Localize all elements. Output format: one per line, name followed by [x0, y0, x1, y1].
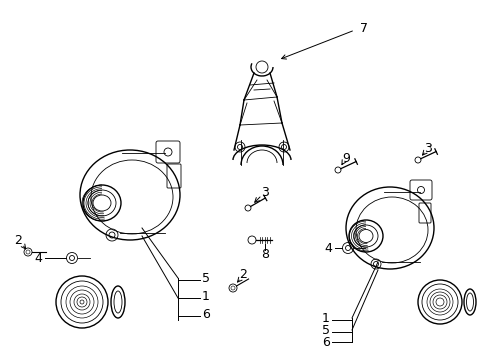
- Text: 5: 5: [322, 324, 330, 337]
- Text: 2: 2: [239, 269, 247, 282]
- Text: 3: 3: [424, 141, 432, 154]
- Text: 1: 1: [322, 311, 330, 324]
- Text: 9: 9: [342, 152, 350, 165]
- Text: 6: 6: [322, 336, 330, 348]
- Text: 3: 3: [261, 185, 269, 198]
- Text: 4: 4: [34, 252, 42, 265]
- Text: 7: 7: [360, 22, 368, 35]
- Text: 6: 6: [202, 307, 210, 320]
- Text: 5: 5: [202, 271, 210, 284]
- Text: 1: 1: [202, 289, 210, 302]
- Text: 8: 8: [261, 248, 269, 261]
- Text: 4: 4: [324, 242, 332, 255]
- Text: 2: 2: [14, 234, 22, 247]
